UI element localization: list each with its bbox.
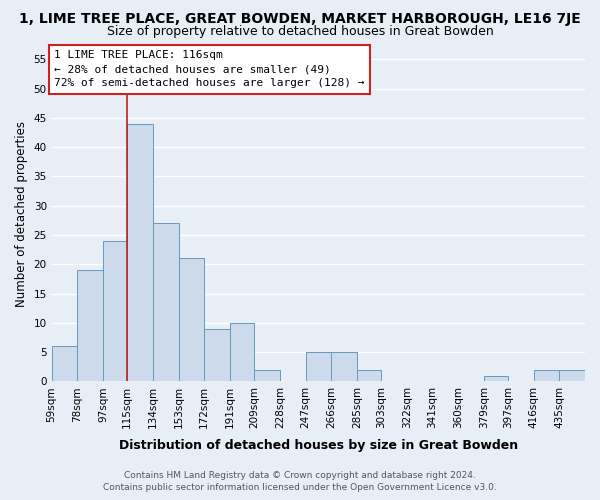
Y-axis label: Number of detached properties: Number of detached properties (15, 122, 28, 308)
Bar (77, 270, 103, 382)
Bar (103, 241, 127, 382)
Bar (484, 376, 508, 382)
Text: 1 LIME TREE PLACE: 116sqm
← 28% of detached houses are smaller (49)
72% of semi-: 1 LIME TREE PLACE: 116sqm ← 28% of detac… (55, 50, 365, 88)
X-axis label: Distribution of detached houses by size in Great Bowden: Distribution of detached houses by size … (119, 440, 518, 452)
Bar (204, 328, 230, 382)
Bar (533, 370, 559, 382)
Bar (179, 258, 204, 382)
Bar (357, 370, 381, 382)
Bar (559, 370, 585, 382)
Bar (254, 370, 280, 382)
Text: Size of property relative to detached houses in Great Bowden: Size of property relative to detached ho… (107, 25, 493, 38)
Text: 1, LIME TREE PLACE, GREAT BOWDEN, MARKET HARBOROUGH, LE16 7JE: 1, LIME TREE PLACE, GREAT BOWDEN, MARKET… (19, 12, 581, 26)
Bar (305, 352, 331, 382)
Bar (230, 323, 254, 382)
Bar (127, 124, 153, 382)
Text: Contains HM Land Registry data © Crown copyright and database right 2024.
Contai: Contains HM Land Registry data © Crown c… (103, 471, 497, 492)
Bar (52, 346, 77, 382)
Bar (153, 223, 179, 382)
Bar (331, 352, 357, 382)
